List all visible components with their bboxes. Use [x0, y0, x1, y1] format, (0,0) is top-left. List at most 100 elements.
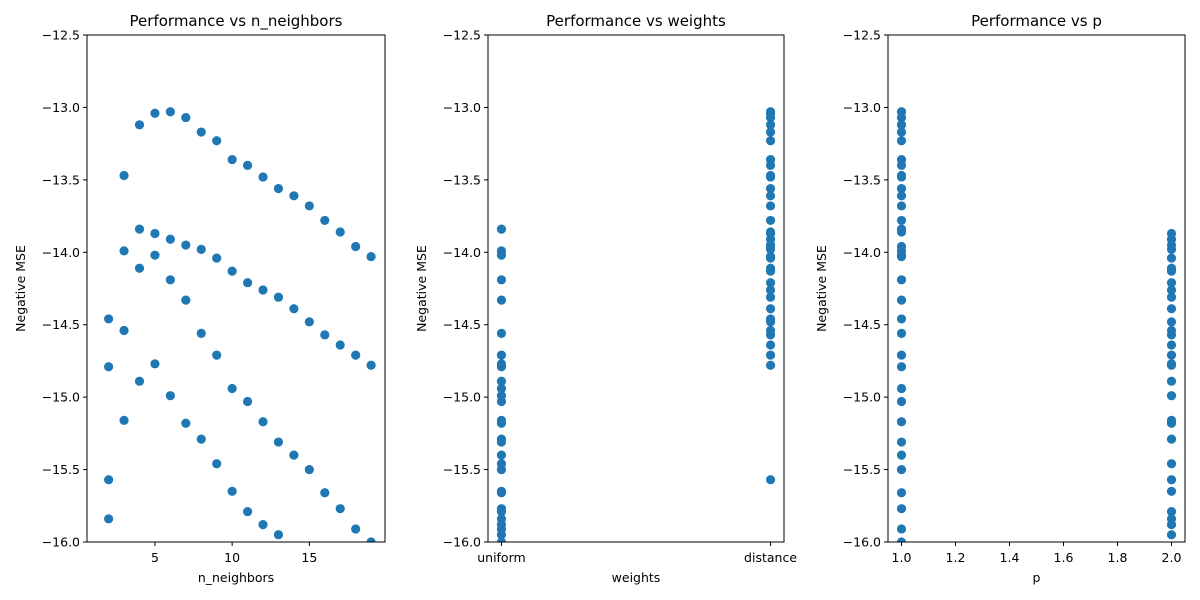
- x-tick-label: 1.2: [946, 550, 966, 565]
- data-point: [896, 417, 907, 427]
- data-point: [1166, 506, 1177, 517]
- data-point: [1166, 486, 1177, 496]
- data-point: [258, 417, 268, 427]
- data-point: [765, 304, 776, 314]
- data-point: [496, 396, 507, 407]
- data-point: [304, 201, 314, 211]
- data-point: [896, 191, 907, 201]
- data-point: [765, 330, 776, 340]
- data-point: [896, 275, 907, 285]
- data-point: [1166, 317, 1177, 327]
- y-axis-label: Negative MSE: [814, 245, 829, 332]
- y-tick-label: −13.5: [443, 172, 481, 187]
- scatter-points: [496, 107, 776, 542]
- data-point: [289, 304, 299, 314]
- data-point: [150, 250, 160, 260]
- data-point: [227, 486, 237, 496]
- data-point: [765, 244, 776, 254]
- x-tick-label: distance: [744, 550, 797, 565]
- axes-frame: [887, 34, 1186, 543]
- data-point: [1166, 418, 1177, 428]
- data-point: [366, 252, 376, 262]
- data-point: [896, 112, 907, 123]
- axes-frame: [487, 34, 785, 543]
- data-point: [351, 241, 361, 252]
- data-point: [896, 464, 907, 475]
- data-point: [227, 266, 237, 276]
- data-point: [765, 340, 776, 350]
- data-point: [165, 107, 175, 117]
- x-tick-label: 5: [151, 550, 159, 565]
- data-point: [765, 266, 776, 276]
- data-point: [496, 537, 507, 542]
- y-tick-label: −15.0: [42, 390, 80, 405]
- data-point: [765, 292, 776, 302]
- data-point: [765, 215, 776, 226]
- data-point: [150, 108, 160, 118]
- data-point: [1166, 304, 1177, 314]
- subplot-1: −16.0 −15.5 −15.0 −14.5 −14.0 −13.5 −13.0 −12.5…: [13, 12, 386, 585]
- data-point: [335, 340, 345, 350]
- data-point: [1166, 434, 1177, 444]
- data-point: [258, 520, 268, 530]
- y-tick-label: −16.0: [443, 535, 481, 550]
- data-point: [765, 350, 776, 360]
- data-point: [496, 250, 507, 260]
- x-tick-label: 1.4: [1000, 550, 1020, 565]
- y-tick-label: −15.0: [443, 390, 481, 405]
- data-point: [896, 328, 907, 339]
- data-point: [1166, 376, 1177, 386]
- data-point: [320, 488, 330, 498]
- data-point: [119, 246, 129, 256]
- y-tick-label: −14.0: [443, 245, 481, 260]
- data-point: [366, 537, 376, 542]
- y-tick-label: −13.5: [42, 172, 80, 187]
- data-point: [212, 253, 222, 263]
- data-point: [104, 314, 114, 324]
- data-point: [212, 136, 222, 146]
- data-point: [765, 201, 776, 211]
- data-point: [320, 215, 330, 226]
- data-point: [258, 285, 268, 295]
- data-point: [104, 362, 114, 372]
- data-point: [1166, 244, 1177, 254]
- y-tick-label: −15.5: [443, 462, 481, 477]
- data-point: [896, 136, 907, 146]
- data-point: [896, 314, 907, 324]
- data-point: [896, 201, 907, 211]
- data-point: [119, 325, 129, 336]
- data-point: [1166, 278, 1177, 288]
- data-point: [1166, 459, 1177, 469]
- data-point: [765, 317, 776, 327]
- data-point: [351, 524, 361, 534]
- x-tick-label: 1.6: [1054, 550, 1074, 565]
- data-point: [134, 120, 145, 130]
- data-point: [765, 285, 776, 295]
- data-point: [496, 450, 507, 460]
- data-point: [1166, 520, 1177, 530]
- data-point: [119, 170, 129, 181]
- data-point: [765, 120, 776, 130]
- x-axis-label: n_neighbors: [198, 570, 274, 585]
- y-tick-label: −14.0: [42, 245, 80, 260]
- y-tick-label: −15.0: [843, 390, 881, 405]
- data-point: [134, 224, 145, 234]
- data-point: [242, 160, 253, 170]
- data-point: [181, 418, 191, 428]
- x-tick-label: 1.8: [1108, 550, 1128, 565]
- y-tick-label: −12.5: [843, 28, 881, 43]
- y-tick-label: −15.5: [42, 462, 80, 477]
- x-tick-label: 10: [224, 550, 240, 565]
- axes-frame: [86, 34, 386, 543]
- data-point: [273, 183, 284, 194]
- y-tick-label: −14.5: [843, 317, 881, 332]
- subplot-2: −16.0 −15.5 −15.0 −14.5 −14.0 −13.5 −13.0 −12.5…: [414, 12, 797, 585]
- data-point: [104, 475, 114, 485]
- x-tick-label: uniform: [477, 550, 525, 565]
- data-point: [496, 383, 507, 394]
- chart-title: Performance vs weights: [546, 12, 726, 30]
- data-point: [1166, 292, 1177, 302]
- data-point: [765, 278, 776, 288]
- data-point: [896, 488, 907, 498]
